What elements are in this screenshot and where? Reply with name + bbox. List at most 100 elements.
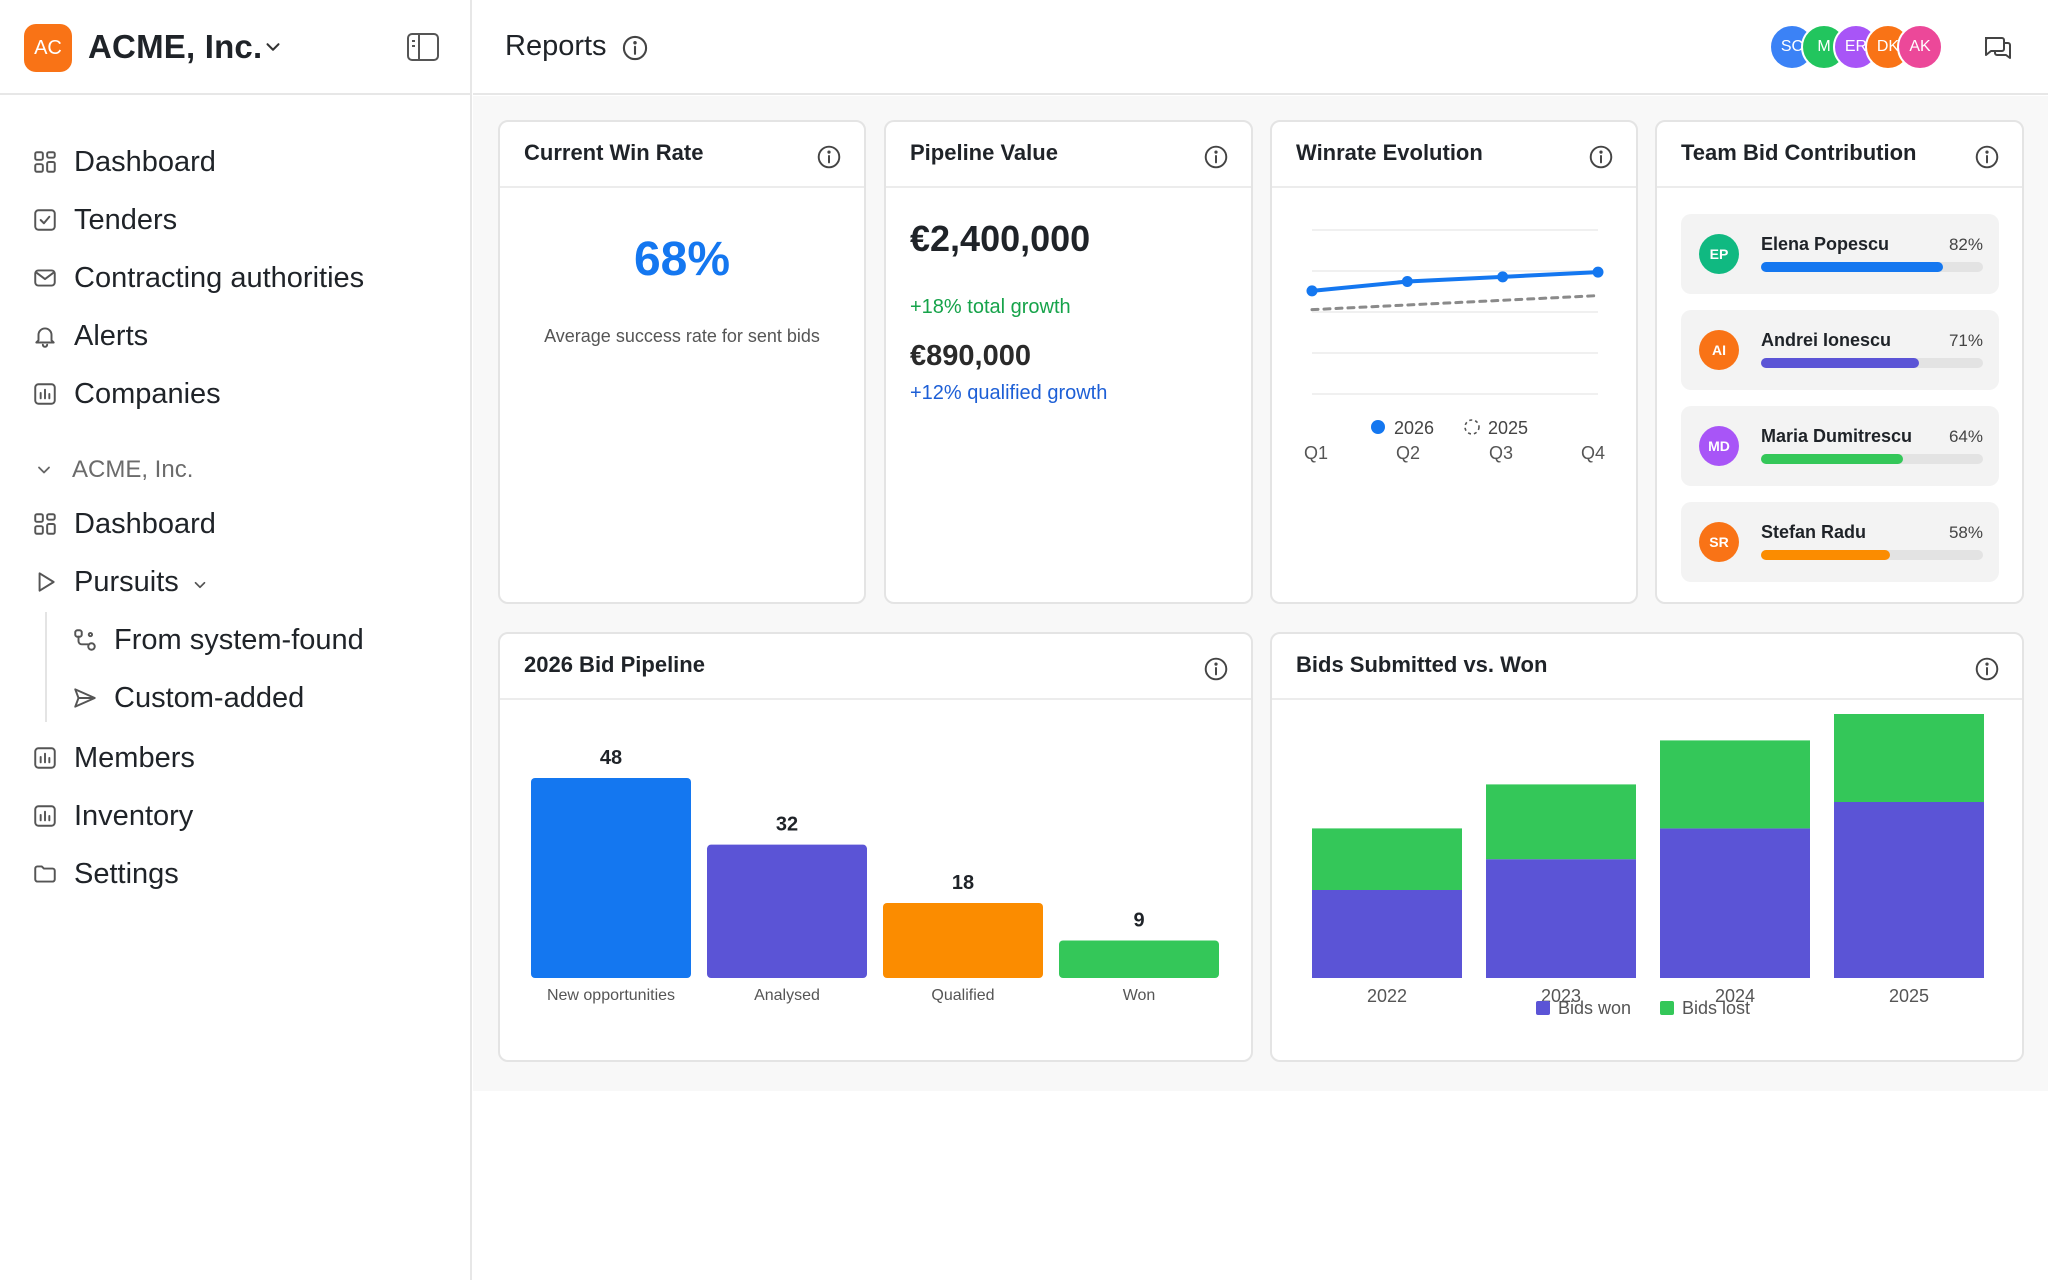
bar <box>531 778 691 978</box>
avatar-initials: AK <box>1909 38 1931 55</box>
bar-value-label: 48 <box>600 747 622 769</box>
info-icon[interactable] <box>1203 144 1229 170</box>
chevron-down-icon[interactable] <box>191 576 209 594</box>
section-header-org[interactable]: ACME, Inc. <box>34 450 193 490</box>
team-member-row[interactable]: EP Elena Popescu 82% <box>1681 214 1999 294</box>
card-title: Winrate Evolution <box>1296 140 1483 165</box>
collaborator-avatars: SC M ER DK AK <box>1769 24 1943 70</box>
nav-alerts[interactable]: Alerts <box>32 314 148 358</box>
top-bar: Reports SC M ER DK AK <box>473 0 2048 95</box>
flow-icon <box>74 629 96 651</box>
nav-label: Dashboard <box>74 507 216 540</box>
nav-contracting-authorities[interactable]: Contracting authorities <box>32 256 364 300</box>
x-tick-label: Q2 <box>1396 443 1420 463</box>
progress-track <box>1761 262 1983 272</box>
avatar-initials: SC <box>1780 38 1804 55</box>
data-point <box>1401 276 1413 288</box>
info-icon[interactable] <box>816 144 842 170</box>
sidebar-toggle-icon[interactable] <box>406 32 440 62</box>
x-tick-label: New opportunities <box>547 987 675 1004</box>
series-line-2025 <box>1310 294 1600 312</box>
nav-custom-added[interactable]: Custom-added <box>72 676 304 720</box>
sidebar: AC ACME, Inc. Dashboard Tenders Contract… <box>0 0 472 1280</box>
bar-chart-icon <box>34 747 56 769</box>
avatar-initials: ER <box>1844 38 1868 55</box>
x-tick-label: Q1 <box>1304 443 1328 463</box>
team-member-row[interactable]: MD Maria Dumitrescu 64% <box>1681 406 1999 486</box>
x-tick-label: 2022 <box>1367 986 1407 1006</box>
x-tick-label: Q4 <box>1581 443 1605 463</box>
nav-tenders[interactable]: Tenders <box>32 198 177 242</box>
data-point <box>1306 285 1318 297</box>
team-contribution-card: Team Bid Contribution EP Elena Popescu 8… <box>1655 120 2024 604</box>
member-percentage: 58% <box>1948 523 1983 542</box>
nav-pursuits[interactable]: Pursuits <box>32 560 209 604</box>
nav-label: From system-found <box>114 623 364 656</box>
progress-fill <box>1761 358 1919 368</box>
card-title: Team Bid Contribution <box>1681 140 1917 165</box>
card-header: Team Bid Contribution <box>1657 122 2022 188</box>
bid-pipeline-bar-chart: 48 New opportunities 32 Analysed 18 Qualified… <box>531 747 1219 1004</box>
bar-chart-icon <box>34 805 56 827</box>
bar-segment-bids-won <box>1312 890 1462 978</box>
nav-label: Dashboard <box>74 145 216 178</box>
pipeline-total-value: €2,400,000 <box>910 218 1091 259</box>
progress-track <box>1761 550 1983 560</box>
bar-value-label: 32 <box>776 814 798 836</box>
pipeline-qualified-value: €890,000 <box>910 340 1031 372</box>
winrate-evolution-card: Winrate Evolution 2026 2025 Q1 Q2 Q3 Q4 <box>1270 120 1638 604</box>
legend-label: Bids won <box>1558 998 1631 1018</box>
member-name: Maria Dumitrescu <box>1761 426 1913 446</box>
nav-label: Companies <box>74 377 221 410</box>
pipeline-value-card: Pipeline Value €2,400,000 +18% total gro… <box>884 120 1253 604</box>
bid-pipeline-card: 2026 Bid Pipeline 48 New opportunities 32 A… <box>498 632 1253 1062</box>
main-content: Current Win Rate 68% Average success rat… <box>473 96 2048 1280</box>
team-member-row[interactable]: SR Stefan Radu 58% <box>1681 502 1999 582</box>
info-icon[interactable] <box>1974 144 2000 170</box>
member-percentage: 64% <box>1948 427 1983 446</box>
avatar: SR <box>1699 522 1739 562</box>
chevron-down-icon <box>38 466 50 474</box>
nav-settings[interactable]: Settings <box>32 852 179 896</box>
win-rate-value: 68% <box>633 233 731 286</box>
chat-icon[interactable] <box>1981 32 2013 64</box>
nav-label: Pursuits <box>74 565 179 598</box>
nav-label: Tenders <box>74 203 178 236</box>
nav-org-dashboard[interactable]: Dashboard <box>32 502 216 546</box>
nav-label: Contracting authorities <box>74 261 365 294</box>
member-percentage: 71% <box>1948 331 1983 350</box>
nav-members[interactable]: Members <box>32 736 195 780</box>
x-tick-label: Analysed <box>754 987 820 1004</box>
legend-marker-2025 <box>1464 419 1480 435</box>
progress-fill <box>1761 550 1890 560</box>
org-name[interactable]: ACME, Inc. <box>88 28 263 65</box>
nav-dashboard[interactable]: Dashboard <box>32 140 216 184</box>
nav-inventory[interactable]: Inventory <box>32 794 193 838</box>
nav-label: Members <box>74 741 195 774</box>
win-rate-caption: Average success rate for sent bids <box>544 326 820 346</box>
chevron-down-icon[interactable] <box>262 36 284 58</box>
info-icon[interactable] <box>621 34 649 62</box>
x-tick-label: 2023 <box>1541 986 1581 1006</box>
avatar-initials: M <box>1817 38 1831 55</box>
legend-marker <box>1536 1001 1550 1015</box>
legend-label: Bids lost <box>1682 998 1750 1018</box>
nav-from-system-found[interactable]: From system-found <box>72 618 364 662</box>
grid-icon <box>34 513 56 535</box>
team-member-row[interactable]: AI Andrei Ionescu 71% <box>1681 310 1999 390</box>
card-header: Bids Submitted vs. Won <box>1272 634 2022 700</box>
nav-label: Alerts <box>74 319 149 352</box>
grid-icon <box>34 151 56 173</box>
mail-icon <box>34 269 56 287</box>
nav-label: Inventory <box>74 799 194 832</box>
info-icon[interactable] <box>1974 656 2000 682</box>
info-icon[interactable] <box>1588 144 1614 170</box>
nav-label: Custom-added <box>114 681 305 714</box>
win-rate-card: Current Win Rate 68% Average success rat… <box>498 120 866 604</box>
member-name: Andrei Ionescu <box>1761 330 1892 350</box>
org-switcher[interactable]: AC ACME, Inc. <box>0 0 470 95</box>
avatar[interactable]: AK <box>1897 24 1943 70</box>
nav-companies[interactable]: Companies <box>32 372 221 416</box>
card-title: 2026 Bid Pipeline <box>524 652 705 677</box>
info-icon[interactable] <box>1203 656 1229 682</box>
